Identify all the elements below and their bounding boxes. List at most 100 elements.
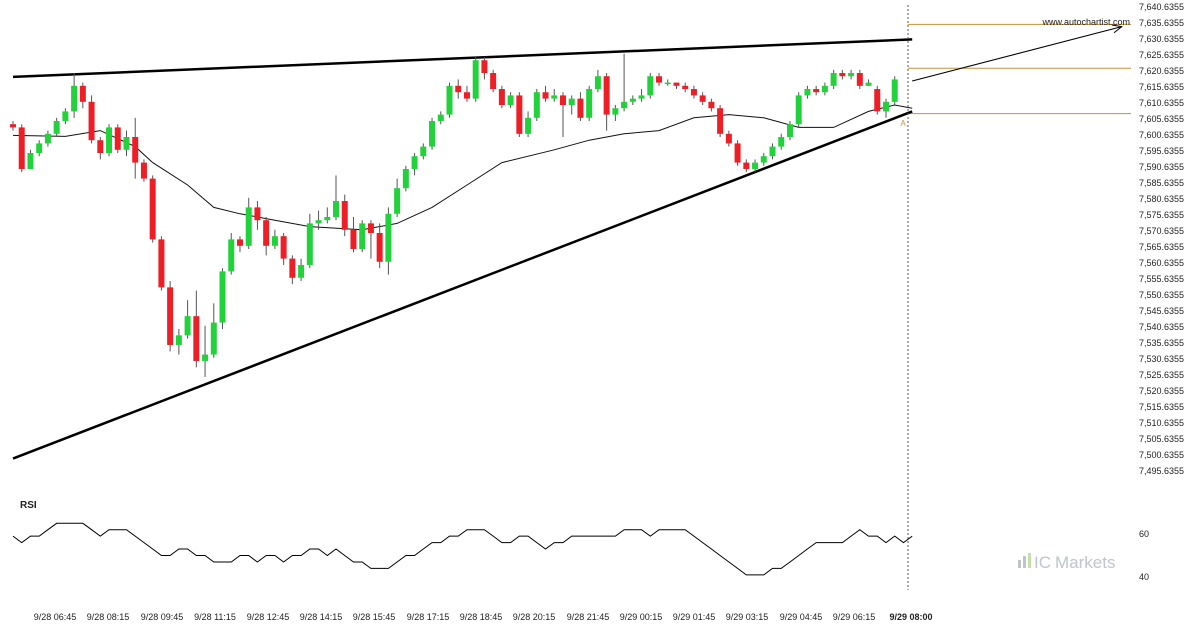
candle-body [385,213,392,262]
price-tick-label: 7,530.6355 [1139,354,1184,364]
rsi-tick-label: 40 [1139,572,1149,582]
candle-body [324,216,331,221]
candle [865,79,872,86]
candle [210,303,217,358]
candle [158,236,165,291]
candle-body [341,200,348,230]
candle [228,232,235,275]
time-tick-label: 9/28 09:45 [141,612,184,622]
candle [874,85,881,115]
candle [114,124,121,154]
candle-body [603,76,610,115]
candle-body [507,95,514,106]
candle-body [123,137,130,150]
candle-body [525,117,532,134]
price-tick-label: 7,630.6355 [1139,34,1184,44]
candle-body [865,82,872,86]
candle [306,213,313,269]
time-axis: 9/28 06:45 9/28 08:15 9/28 09:45 9/28 11:15… [34,612,933,622]
candle-body [71,85,78,112]
candle-body [289,258,296,278]
candle [533,89,540,122]
candle-body [402,168,409,189]
candle-body [280,236,287,259]
candle [149,175,156,243]
price-tick-label: 7,545.6355 [1139,306,1184,316]
autochartist-link[interactable]: www.autochartist.com [1041,17,1130,27]
price-tick-label: 7,640.6355 [1139,2,1184,12]
candle [193,290,200,368]
candle [184,300,191,339]
time-tick-label: 9/28 21:45 [567,612,610,622]
candle [245,197,252,249]
price-tick-label: 7,535.6355 [1139,338,1184,348]
candle [359,220,366,253]
candle-body [333,200,340,217]
price-tick-label: 7,510.6355 [1139,418,1184,428]
candle-body [629,98,636,102]
price-tick-label: 7,575.6355 [1139,210,1184,220]
candle [717,105,724,138]
candle-body [18,127,25,169]
candle [289,255,296,285]
candle [525,111,532,138]
candle [612,105,619,122]
candle [516,92,523,138]
candle [795,92,802,128]
candle-body [315,220,322,224]
candle [36,140,43,157]
candle [586,85,593,122]
candle [725,130,732,147]
candle-body [376,232,383,262]
candle-body [210,322,217,355]
time-tick-label: 9/28 14:15 [300,612,343,622]
candle-body [359,223,366,249]
price-tick-label: 7,515.6355 [1139,402,1184,412]
candle [44,130,51,147]
resistance-levels [908,23,1131,115]
candle [507,92,514,109]
trend-lines [12,38,913,460]
price-tick-label: 7,590.6355 [1139,162,1184,172]
time-tick-label: 9/29 06:15 [833,612,876,622]
candle-body [446,85,453,115]
candle [333,175,340,221]
price-tick-label: 7,595.6355 [1139,146,1184,156]
candle [429,117,436,150]
candle [498,85,505,109]
candle [394,178,401,217]
candle-body [743,162,750,169]
candle [202,325,209,377]
candle-body [350,229,357,249]
candle-body [367,223,374,233]
candle [106,124,113,157]
candle [638,89,645,102]
candle [856,69,863,90]
candle-body [769,146,776,157]
candle-body [97,140,104,154]
candle [219,268,226,329]
candle-body [848,73,855,77]
candle-body [786,124,793,138]
candle [594,69,601,93]
candle-body [114,127,121,150]
candle [79,82,86,109]
candle-body [132,137,139,163]
logo-bar [1018,560,1021,568]
candle-body [699,95,706,102]
candle-body [673,82,680,86]
candle [481,57,488,80]
price-tick-label: 7,505.6355 [1139,434,1184,444]
candle-body [839,73,846,77]
price-tick-label: 7,565.6355 [1139,242,1184,252]
candle-body [725,133,732,144]
candle-body [254,207,261,221]
candle-body [228,239,235,272]
candle-body [883,101,889,112]
candle [839,69,846,80]
time-tick-label: 9/29 04:45 [780,612,823,622]
candle [97,137,104,160]
candle-body [516,95,523,134]
candle [341,194,348,237]
candle [673,82,680,90]
